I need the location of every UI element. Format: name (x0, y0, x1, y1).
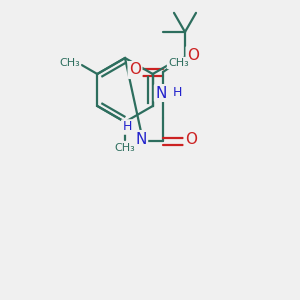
Text: H: H (122, 121, 132, 134)
Text: N: N (155, 85, 167, 100)
Text: O: O (129, 62, 141, 77)
Text: O: O (187, 47, 199, 62)
Text: N: N (135, 131, 147, 146)
Text: H: H (172, 86, 182, 100)
Text: CH₃: CH₃ (59, 58, 80, 68)
Text: CH₃: CH₃ (168, 58, 189, 68)
Text: CH₃: CH₃ (115, 143, 135, 153)
Text: O: O (185, 131, 197, 146)
